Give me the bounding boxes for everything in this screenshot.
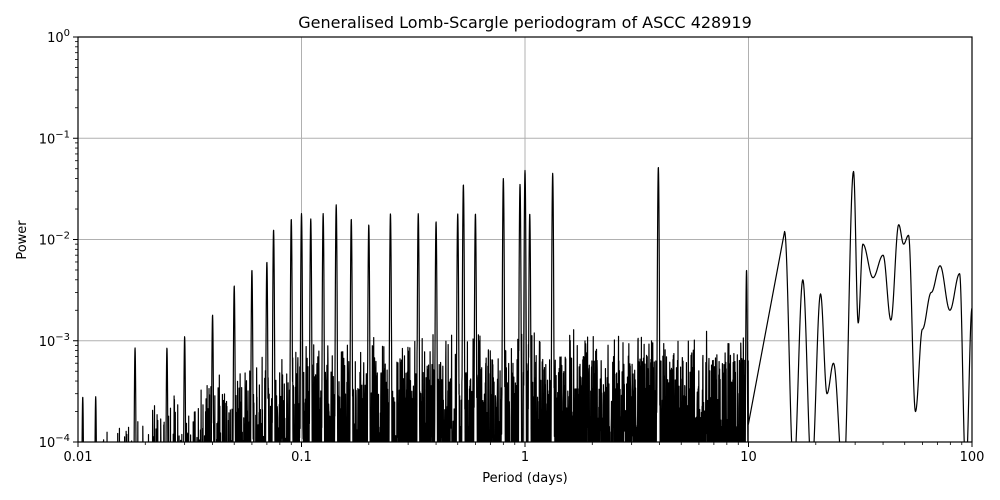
x-axis-label: Period (days) — [482, 471, 568, 486]
x-tick-label: 0.01 — [64, 450, 93, 465]
power-series-line — [81, 167, 972, 442]
y-tick-label: 10−3 — [39, 332, 70, 350]
y-tick-label: 10−1 — [39, 129, 70, 147]
y-tick-label: 10−4 — [39, 433, 70, 451]
x-tick-label: 100 — [960, 450, 985, 465]
chart-title: Generalised Lomb-Scargle periodogram of … — [298, 13, 752, 32]
y-axis: 10−4 10−3 10−2 10−1 100 — [39, 28, 78, 451]
x-axis: 0.01 0.1 1 10 100 — [64, 442, 985, 465]
y-axis-label: Power — [15, 220, 30, 260]
y-tick-label: 10−2 — [39, 231, 70, 249]
x-tick-label: 10 — [740, 450, 757, 465]
y-tick-label: 100 — [47, 28, 70, 46]
x-tick-label: 1 — [521, 450, 529, 465]
x-tick-label: 0.1 — [291, 450, 312, 465]
